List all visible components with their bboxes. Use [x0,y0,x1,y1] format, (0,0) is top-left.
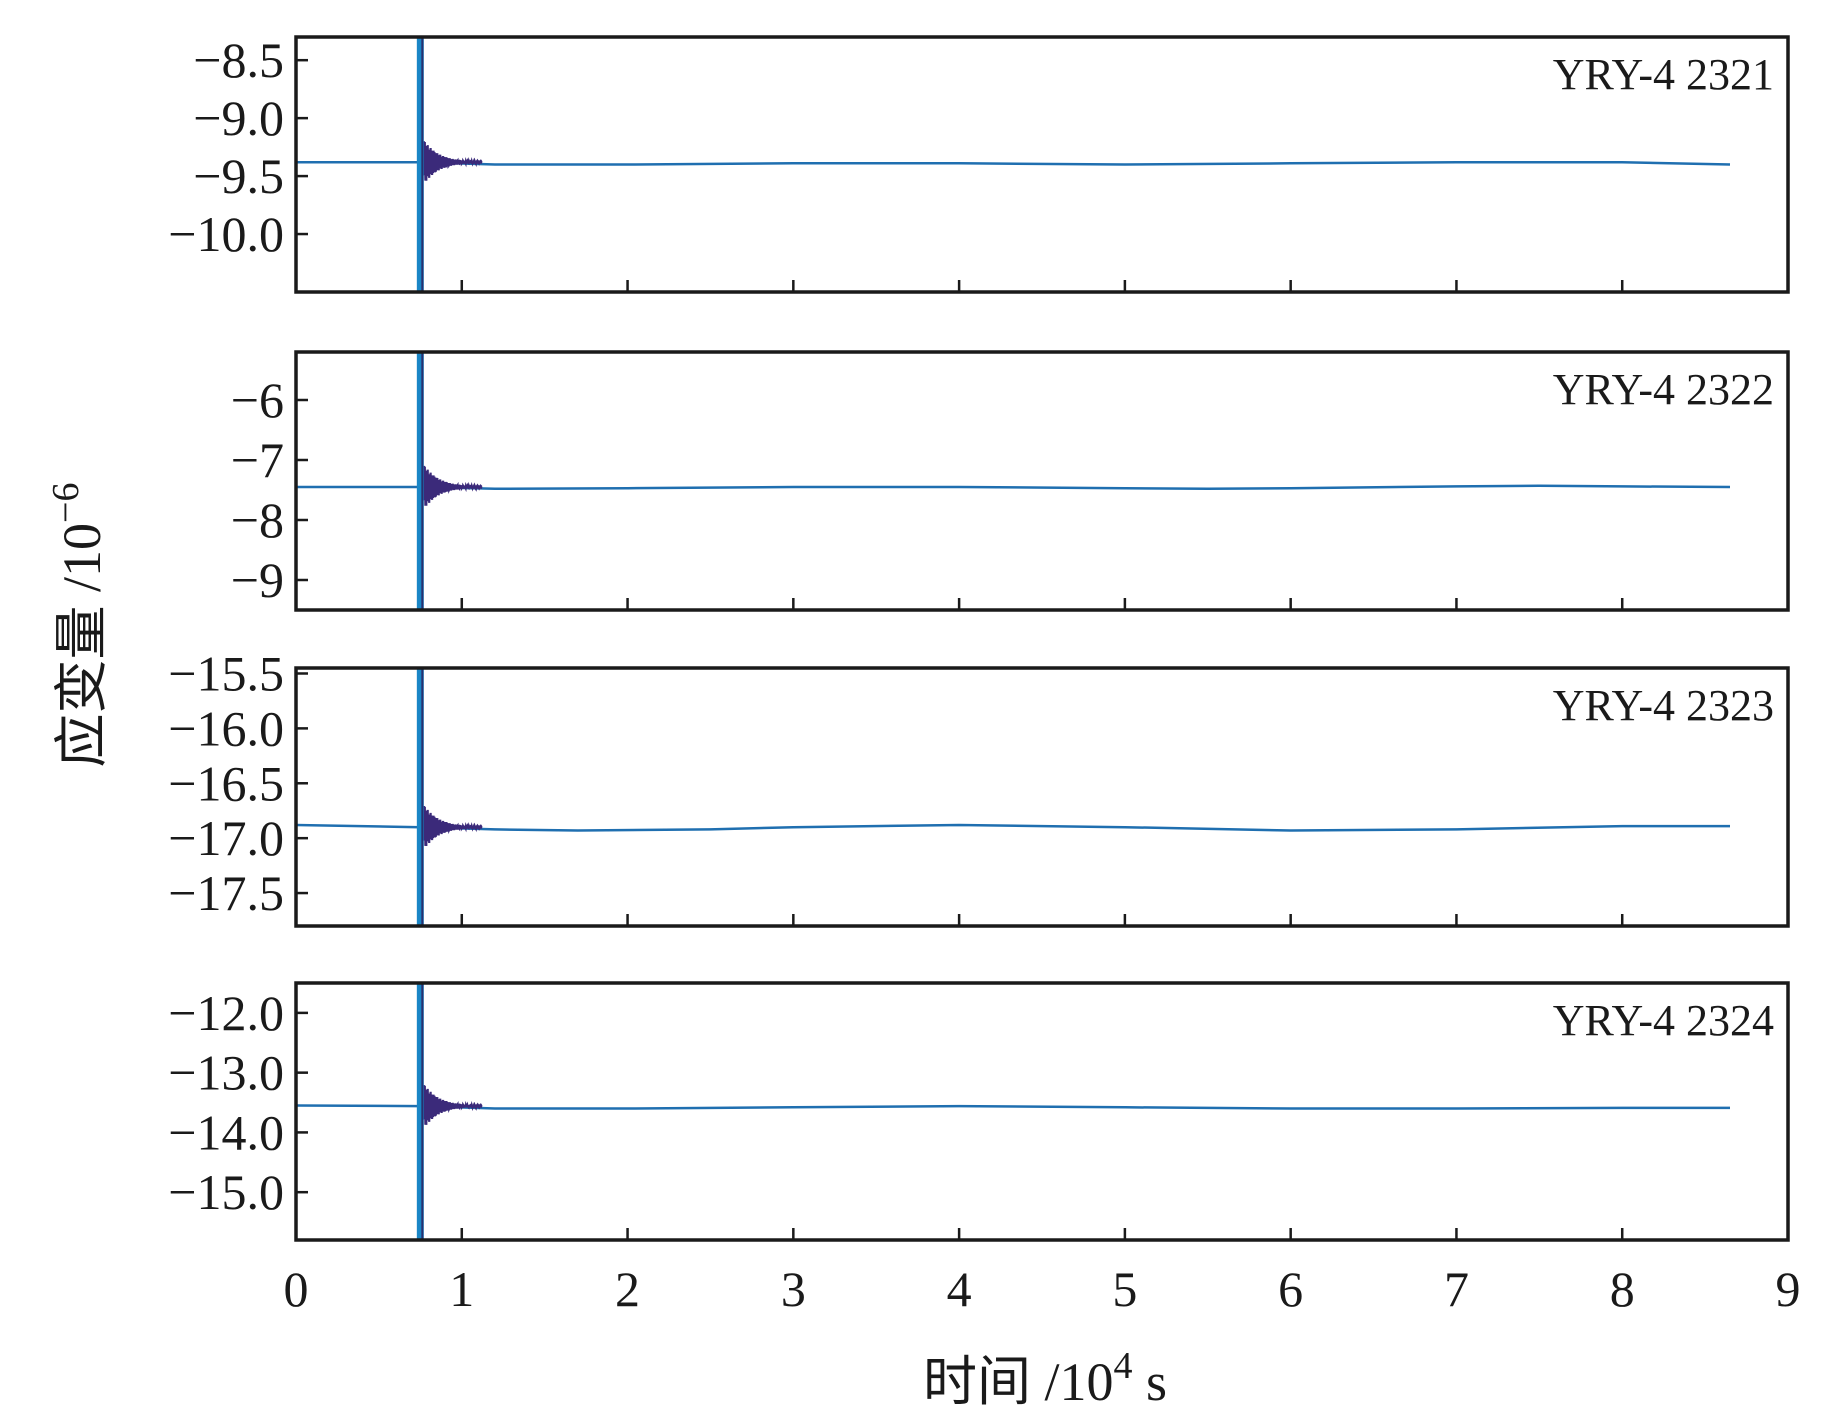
seismic-burst [422,1085,483,1125]
y-tick-label: −13.0 [168,1045,284,1101]
panel-frame [294,35,1790,294]
seismic-burst [422,805,483,847]
series-line [296,160,1731,166]
series-line [296,1104,1730,1110]
y-tick-label: −16.0 [168,700,284,756]
y-tick-label: −8.5 [193,32,284,88]
y-axis-label-exponent: −6 [45,483,87,523]
chart-panels: −8.5−9.0−9.5−10.0 YRY-4 2321 −6−7−8−9 YRY-4… [168,32,1790,1242]
y-tick-label: −10.0 [168,206,284,262]
panel-1: −8.5−9.0−9.5−10.0 YRY-4 2321 [168,32,1790,294]
x-tick-label: 3 [781,1261,806,1317]
panel-2: −6−7−8−9 YRY-4 2322 [231,350,1790,612]
y-tick-label: −9 [231,552,284,608]
y-tick-label: −8 [231,492,284,548]
panel-4: −12.0−13.0−14.0−15.0 YRY-4 2324 [168,981,1790,1242]
y-tick-label: −6 [231,372,284,428]
x-tick-label: 9 [1776,1261,1801,1317]
x-tick-labels: 0 1 2 3 4 5 6 7 8 9 [284,1261,1801,1317]
y-tick-label: −16.5 [168,755,284,811]
y-tick-label: −14.0 [168,1104,284,1160]
x-tick-label: 4 [947,1261,972,1317]
y-tick-label: −15.0 [168,1164,284,1220]
x-tick-label: 6 [1278,1261,1303,1317]
x-tick-label: 1 [449,1261,474,1317]
x-tick-label: 5 [1112,1261,1137,1317]
panel-data [296,352,1731,610]
seismic-burst [422,141,483,181]
y-tick-label: −17.0 [168,810,284,866]
panel-data [296,668,1730,926]
panel-frame [294,350,1790,612]
panel-label: YRY-4 2323 [1553,681,1774,730]
y-tick-label: −12.0 [168,985,284,1041]
x-tick-label: 8 [1610,1261,1635,1317]
x-axis-label-exponent: 4 [1114,1345,1133,1387]
panel-data [296,983,1730,1240]
y-axis-label-text: 应变量 /10 [52,523,112,768]
seismic-burst [422,465,483,506]
y-tick-label: −9.5 [193,148,284,204]
x-axis-label-unit: s [1133,1352,1168,1412]
x-tick-label: 0 [284,1261,309,1317]
x-axis-label: 时间 /104 s [923,1345,1167,1412]
y-tick-label: −9.0 [193,90,284,146]
panel-label: YRY-4 2324 [1553,996,1774,1045]
y-tick-label: −7 [231,432,284,488]
panel-frame [294,981,1790,1242]
y-axis-label: 应变量 /10−6 [45,483,112,768]
x-tick-label: 2 [615,1261,640,1317]
y-tick-label: −15.5 [168,645,284,701]
x-tick-label: 7 [1444,1261,1469,1317]
panel-frame [294,666,1790,928]
y-tick-label: −17.5 [168,865,284,921]
x-axis-label-text: 时间 /10 [923,1352,1114,1412]
panel-label: YRY-4 2322 [1553,365,1774,414]
panel-3: −15.5−16.0−16.5−17.0−17.5 YRY-4 2323 [168,645,1790,928]
panel-label: YRY-4 2321 [1553,50,1774,99]
series-line [296,484,1731,491]
series-line [296,823,1730,832]
panel-data [296,37,1731,292]
